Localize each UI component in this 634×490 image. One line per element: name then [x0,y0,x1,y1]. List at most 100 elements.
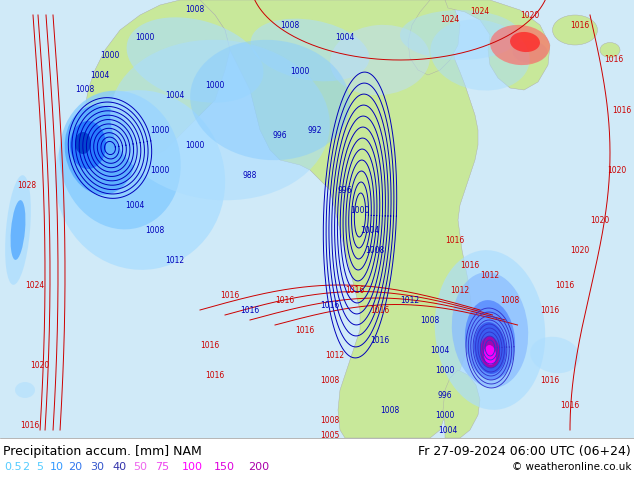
Polygon shape [443,370,480,438]
Ellipse shape [480,336,500,368]
Text: 1028: 1028 [18,180,37,190]
Bar [0,0,634,438]
Text: 1012: 1012 [481,270,500,279]
Ellipse shape [5,175,31,285]
Text: 1016: 1016 [460,261,480,270]
Ellipse shape [15,382,35,398]
Text: 1005: 1005 [320,431,340,440]
Text: 1016: 1016 [560,400,579,410]
Text: 1000: 1000 [205,80,224,90]
Ellipse shape [600,43,620,57]
Text: 1008: 1008 [280,21,300,29]
Text: 1004: 1004 [126,200,145,210]
Text: 1016: 1016 [540,305,560,315]
Text: 992: 992 [307,125,322,134]
Ellipse shape [430,20,529,91]
Text: 1000: 1000 [436,366,455,374]
Text: Precipitation accum. [mm] NAM: Precipitation accum. [mm] NAM [3,444,202,458]
Text: 1020: 1020 [30,361,49,369]
Text: 1012: 1012 [401,295,420,304]
Text: 50: 50 [133,462,147,472]
Text: 1004: 1004 [430,345,450,354]
Text: 1020: 1020 [590,216,610,224]
Ellipse shape [110,40,330,200]
Ellipse shape [435,250,545,410]
Ellipse shape [65,105,135,195]
Text: 1000: 1000 [150,166,170,174]
Text: 1016: 1016 [320,300,340,310]
Ellipse shape [127,17,263,103]
Bar [0,438,634,490]
Text: 20: 20 [68,462,82,472]
Ellipse shape [512,41,548,63]
Ellipse shape [330,25,430,95]
Ellipse shape [552,15,597,45]
Text: 1016: 1016 [370,305,390,315]
Text: 1012: 1012 [165,255,184,265]
Text: 1016: 1016 [604,55,624,65]
Text: Fr 27-09-2024 06:00 UTC (06+24): Fr 27-09-2024 06:00 UTC (06+24) [418,444,631,458]
Text: 1020: 1020 [571,245,590,254]
Polygon shape [85,0,230,160]
Text: 5: 5 [36,462,43,472]
Text: 200: 200 [248,462,269,472]
Text: 1012: 1012 [450,286,470,294]
Text: 1008: 1008 [320,375,340,385]
Ellipse shape [70,121,106,169]
Text: 1008: 1008 [500,295,520,304]
Text: 1016: 1016 [555,280,574,290]
Text: 1016: 1016 [612,105,631,115]
Text: 1008: 1008 [380,406,399,415]
Text: 1008: 1008 [145,225,165,235]
Text: 1000: 1000 [150,125,170,134]
Text: 1000: 1000 [185,141,205,149]
Text: 1016: 1016 [221,291,240,299]
Text: 30: 30 [90,462,104,472]
Text: 2: 2 [22,462,29,472]
Text: 1016: 1016 [445,236,465,245]
Text: 10: 10 [50,462,64,472]
Text: 75: 75 [155,462,169,472]
Text: 1008: 1008 [365,245,385,254]
Text: 1016: 1016 [295,325,314,335]
Text: 1012: 1012 [325,350,344,360]
Text: 1008: 1008 [75,85,94,95]
Text: 100: 100 [182,462,203,472]
Ellipse shape [11,200,25,260]
Text: 1016: 1016 [540,375,560,385]
Ellipse shape [75,132,91,154]
Text: 1000: 1000 [436,411,455,419]
Ellipse shape [474,322,506,374]
Text: 1024: 1024 [441,16,460,24]
Text: 1016: 1016 [240,305,260,315]
Ellipse shape [400,10,520,60]
Text: 1000: 1000 [351,205,370,215]
Text: 1000: 1000 [100,50,120,59]
Ellipse shape [190,40,350,160]
Text: 996: 996 [338,186,353,195]
Text: 0.5: 0.5 [4,462,22,472]
Text: 150: 150 [214,462,235,472]
Ellipse shape [490,25,550,65]
Ellipse shape [510,32,540,52]
Text: 1016: 1016 [205,370,224,379]
Text: 1016: 1016 [275,295,295,304]
Text: 1000: 1000 [135,33,155,43]
Text: © weatheronline.co.uk: © weatheronline.co.uk [512,462,631,472]
Text: 1016: 1016 [571,21,590,29]
Polygon shape [445,0,550,90]
Text: 1004: 1004 [90,71,110,79]
Text: 1008: 1008 [420,316,439,324]
Text: 988: 988 [243,171,257,179]
Text: 1004: 1004 [335,33,354,43]
Text: 1016: 1016 [346,286,365,294]
Text: 1024: 1024 [470,7,489,17]
Text: 1004: 1004 [360,225,380,235]
Text: 1020: 1020 [607,166,626,174]
Text: 1020: 1020 [521,10,540,20]
Text: 996: 996 [273,130,287,140]
Text: 1004: 1004 [438,425,458,435]
Text: 1004: 1004 [165,91,184,99]
Ellipse shape [55,90,225,270]
Text: 1016: 1016 [370,336,390,344]
